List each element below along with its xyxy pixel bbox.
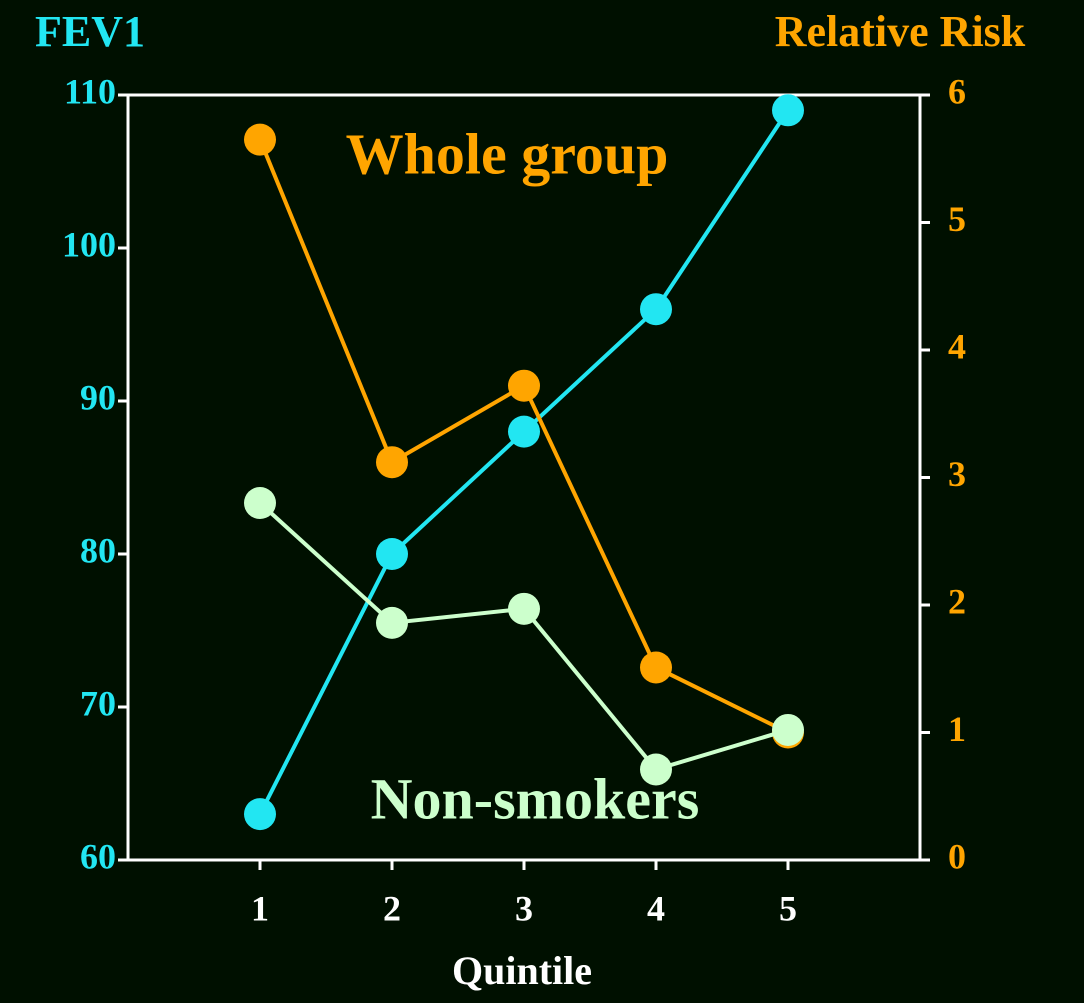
x-tick-label: 5 [779, 888, 797, 928]
series-label: Non-smokers [371, 766, 700, 831]
y2-tick-label: 6 [948, 71, 966, 111]
data-point [508, 369, 540, 402]
x-tick-label: 4 [647, 888, 665, 928]
y2-tick-label: 5 [948, 199, 966, 239]
y-tick-label: 70 [80, 683, 116, 723]
x-axis-label: Quintile [452, 948, 592, 993]
data-point [376, 446, 408, 479]
data-point [244, 123, 276, 156]
data-point [772, 94, 804, 127]
data-point [640, 293, 672, 326]
y-tick-label: 100 [62, 224, 116, 264]
y-tick-label: 60 [80, 836, 116, 876]
data-point [640, 753, 672, 786]
data-point [244, 487, 276, 519]
data-point [376, 606, 408, 639]
y-axis-label: FEV1 [35, 7, 145, 56]
data-point [508, 592, 540, 625]
x-tick-label: 1 [251, 888, 269, 928]
y2-tick-label: 3 [948, 454, 966, 494]
data-point [244, 798, 276, 831]
data-point [508, 415, 540, 448]
y-tick-label: 110 [64, 71, 116, 111]
series-line [258, 109, 790, 816]
y2-tick-label: 0 [948, 836, 966, 876]
y2-tick-label: 2 [948, 581, 966, 621]
y2-axis-label: Relative Risk [775, 7, 1026, 56]
data-point [772, 713, 804, 746]
y2-tick-label: 4 [948, 326, 966, 366]
y2-tick-label: 1 [948, 709, 966, 749]
y-tick-label: 80 [80, 530, 116, 570]
data-point [640, 651, 672, 684]
x-tick-label: 2 [383, 888, 401, 928]
y-tick-label: 90 [80, 377, 116, 417]
x-tick-label: 3 [515, 888, 533, 928]
series-label: Whole group [346, 121, 669, 186]
data-point [376, 538, 408, 570]
series-line [258, 501, 789, 772]
